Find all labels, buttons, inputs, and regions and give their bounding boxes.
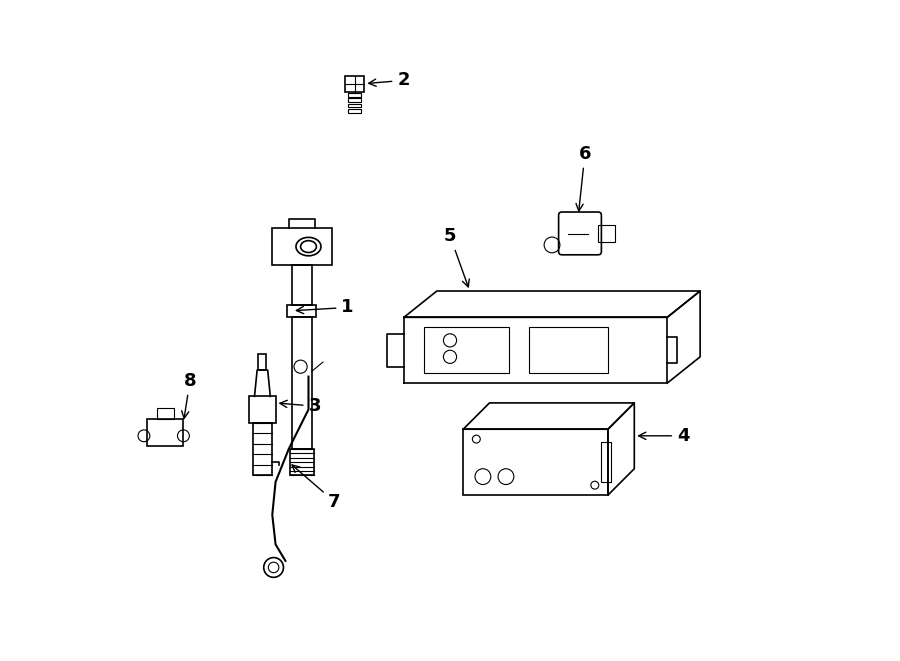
Bar bbox=[290, 449, 314, 475]
Bar bbox=[348, 98, 361, 102]
Text: 1: 1 bbox=[296, 299, 354, 317]
Bar bbox=[292, 264, 311, 305]
Bar bbox=[158, 408, 174, 419]
Text: 2: 2 bbox=[369, 71, 410, 89]
Text: 5: 5 bbox=[444, 227, 469, 287]
Bar bbox=[253, 422, 272, 475]
Bar bbox=[601, 442, 611, 482]
Bar bbox=[345, 76, 364, 92]
Text: 7: 7 bbox=[292, 465, 341, 511]
Bar bbox=[529, 327, 608, 373]
Bar bbox=[292, 317, 311, 449]
Text: 4: 4 bbox=[639, 427, 689, 445]
Bar bbox=[148, 419, 184, 446]
Bar bbox=[348, 104, 361, 107]
Bar bbox=[249, 397, 275, 422]
Bar bbox=[598, 225, 615, 242]
Bar bbox=[287, 305, 317, 317]
Bar bbox=[348, 109, 361, 112]
Bar bbox=[258, 354, 266, 370]
Bar bbox=[348, 93, 361, 97]
Text: 3: 3 bbox=[280, 397, 321, 415]
Bar bbox=[464, 429, 608, 495]
Text: 8: 8 bbox=[182, 371, 196, 418]
Bar bbox=[424, 327, 509, 373]
Text: 6: 6 bbox=[576, 145, 591, 211]
